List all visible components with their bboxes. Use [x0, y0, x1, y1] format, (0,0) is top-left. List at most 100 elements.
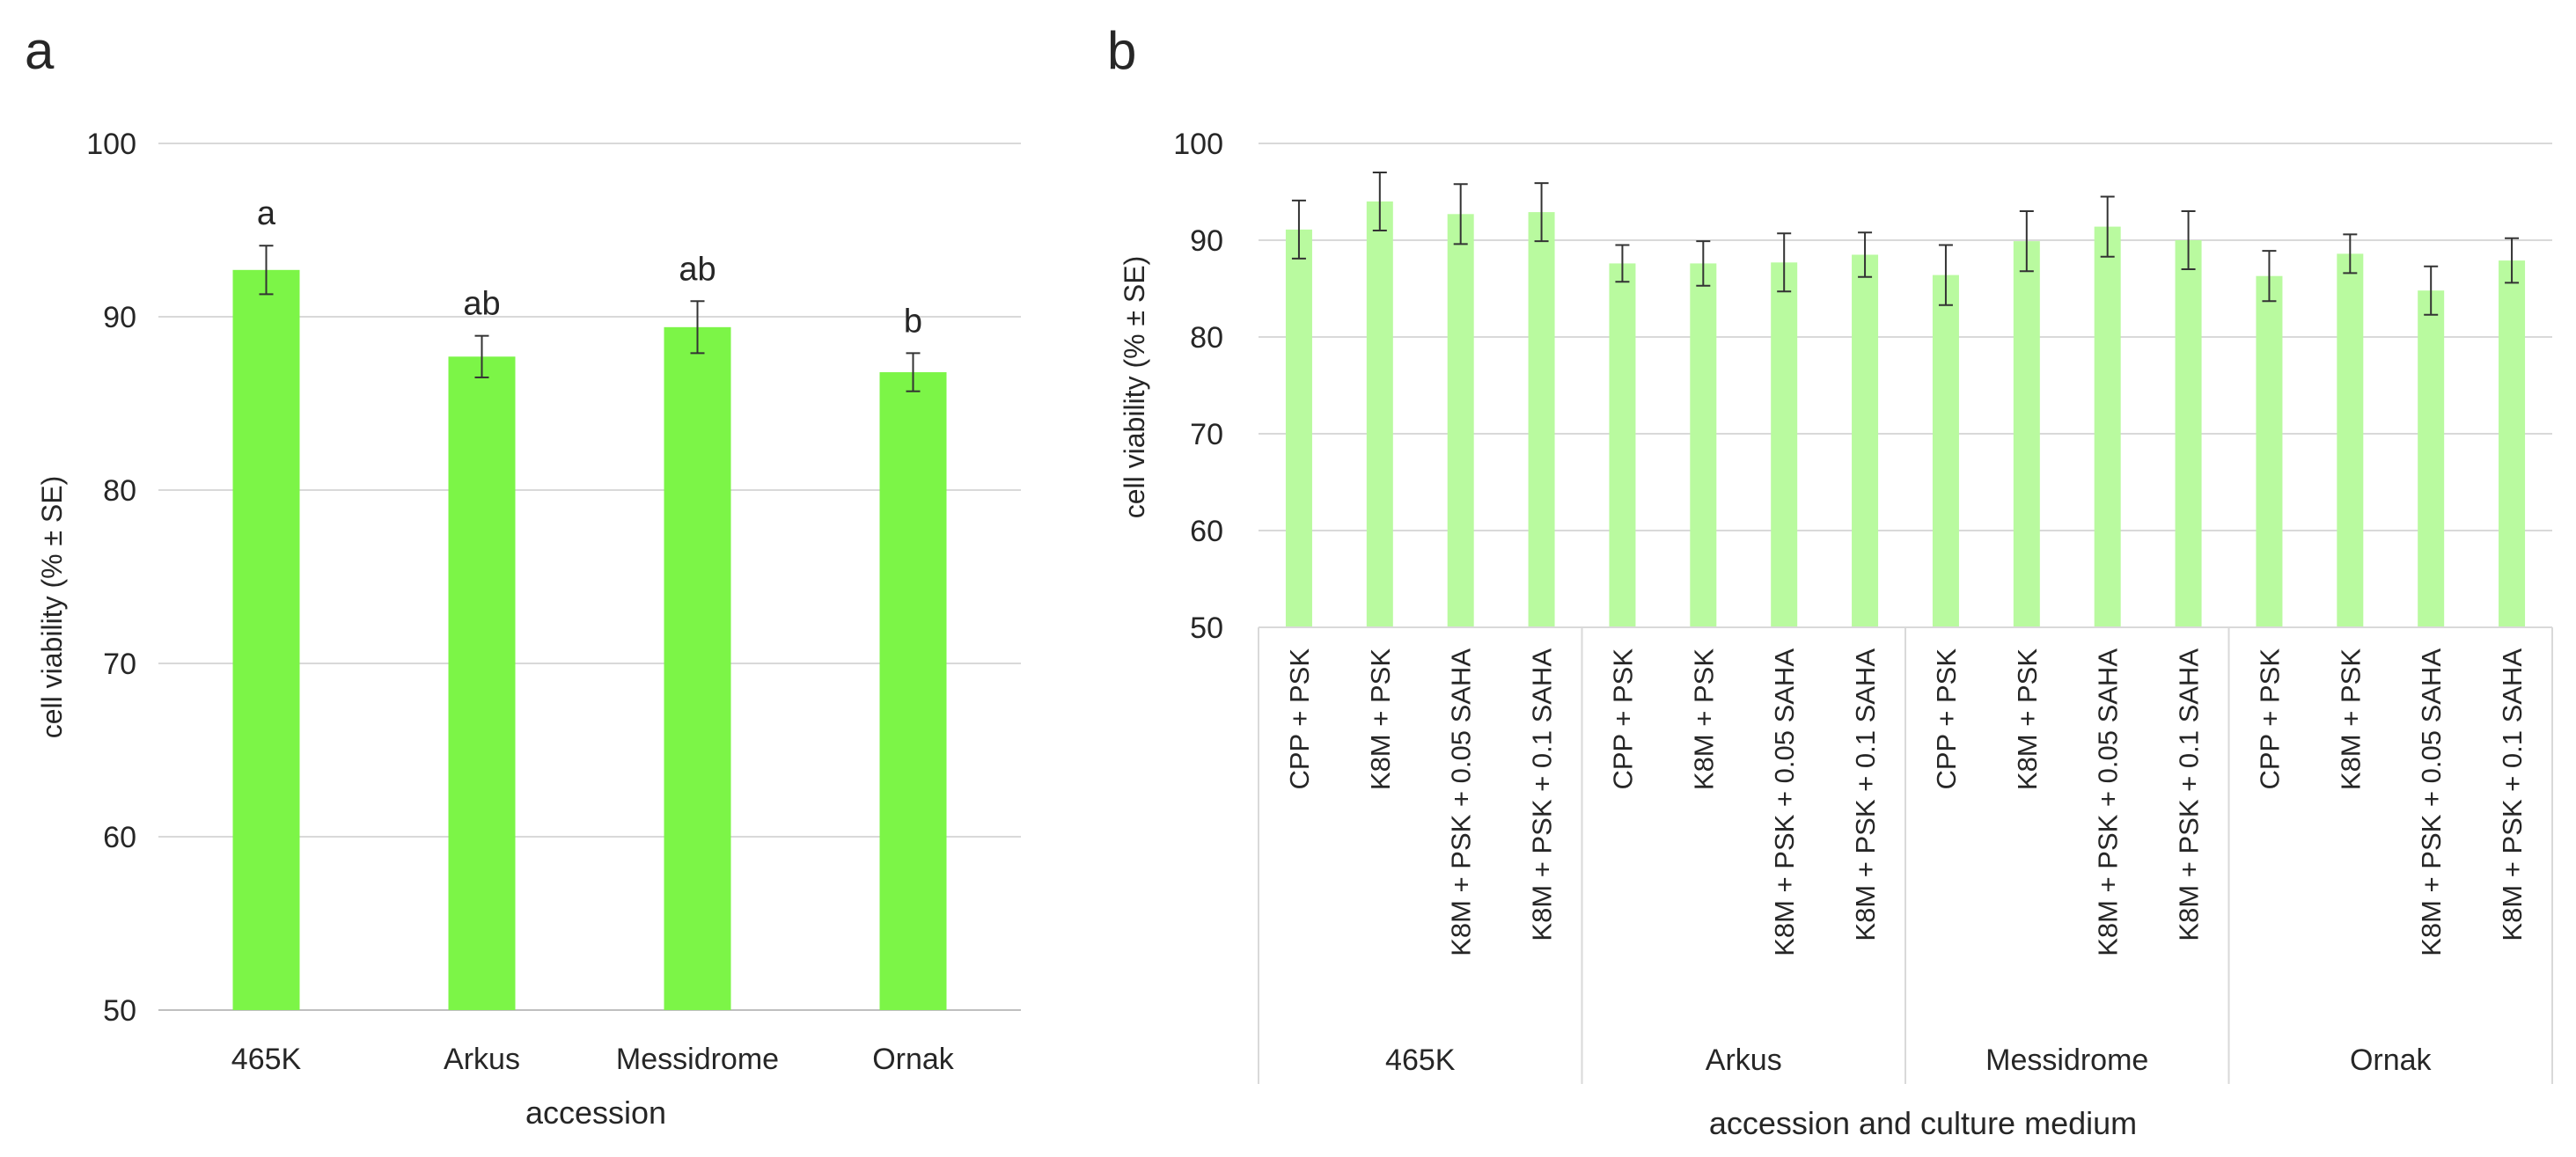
error-bar — [2262, 250, 2277, 303]
y-tick-labels: 50 60 70 80 90 100 — [1173, 128, 1223, 645]
y-tick-label: 60 — [1190, 515, 1223, 548]
bar — [448, 356, 516, 1010]
bar — [2175, 240, 2202, 627]
error-bar — [2100, 195, 2115, 258]
bar — [1528, 212, 1555, 627]
chart-a: 50 60 70 80 90 100 a ab ab b 465K Arkus Messidrome… — [36, 128, 1021, 1131]
error-bar — [1696, 240, 1711, 287]
x-tick-label: 465K — [231, 1043, 302, 1076]
grid-lines — [1259, 143, 2552, 628]
significance-letters: a ab ab b — [257, 195, 922, 340]
y-tick-label: 80 — [103, 474, 136, 508]
bars — [1285, 201, 2526, 628]
x-tick-label: K8M + PSK + 0.05 SAHA — [1769, 648, 1800, 956]
bars — [232, 269, 947, 1010]
x-tick-label: CPP + PSK — [1284, 648, 1315, 790]
group-label: 465K — [1385, 1043, 1456, 1077]
error-bars — [259, 245, 921, 392]
x-tick-label: Arkus — [444, 1043, 520, 1076]
y-tick-label: 60 — [103, 821, 136, 854]
bar — [879, 372, 947, 1010]
x-tick-label: Ornak — [872, 1043, 955, 1076]
x-tick-labels: 465K Arkus Messidrome Ornak — [231, 1043, 955, 1076]
x-tick-label: K8M + PSK + 0.1 SAHA — [2497, 648, 2528, 941]
error-bar — [906, 352, 921, 392]
y-tick-label: 80 — [1190, 321, 1223, 355]
bar — [2094, 226, 2121, 627]
error-bar — [690, 300, 705, 355]
error-bar — [1372, 172, 1387, 231]
error-bar — [474, 334, 489, 378]
y-tick-label: 50 — [103, 994, 136, 1028]
x-tick-label: K8M + PSK — [1688, 648, 1719, 790]
y-tick-label: 90 — [103, 301, 136, 334]
bar — [1609, 263, 1636, 627]
x-tick-label: CPP + PSK — [1931, 648, 1962, 790]
x-axis-label: accession — [525, 1095, 666, 1131]
y-axis-label: cell viability (% ± SE) — [36, 476, 68, 739]
panel-label-b: b — [1107, 21, 1136, 80]
error-bars — [1291, 172, 2520, 316]
category-axis — [1258, 626, 2553, 1084]
significance-letter: b — [904, 303, 922, 340]
bar — [1771, 262, 1798, 627]
y-tick-label: 50 — [1190, 611, 1223, 645]
error-bar — [1534, 182, 1549, 243]
x-tick-label: K8M + PSK — [1365, 648, 1396, 790]
y-tick-label: 100 — [1173, 128, 1223, 161]
bar — [2418, 290, 2445, 627]
error-bar — [1938, 244, 1953, 306]
x-tick-label: K8M + PSK + 0.05 SAHA — [1446, 648, 1477, 956]
x-tick-labels: CPP + PSK K8M + PSK K8M + PSK + 0.05 SAHA K… — [1284, 648, 2528, 956]
error-bar — [2181, 210, 2196, 270]
bar — [1447, 214, 1474, 628]
significance-letter: a — [257, 195, 276, 232]
x-tick-label: Messidrome — [616, 1043, 779, 1076]
x-tick-label: K8M + PSK + 0.1 SAHA — [2174, 648, 2205, 941]
y-tick-label: 70 — [103, 648, 136, 681]
x-tick-label: K8M + PSK + 0.1 SAHA — [1527, 648, 1558, 941]
bar — [1932, 275, 1959, 627]
error-bar — [1291, 199, 1306, 260]
bar — [1690, 263, 1717, 627]
bar — [1366, 201, 1393, 627]
y-tick-labels: 50 60 70 80 90 100 — [86, 128, 136, 1028]
x-axis-label: accession and culture medium — [1709, 1105, 2137, 1141]
error-bar — [1858, 231, 1873, 278]
y-tick-label: 100 — [86, 128, 136, 161]
x-tick-label: K8M + PSK + 0.1 SAHA — [1850, 648, 1881, 941]
bar — [2337, 253, 2364, 627]
y-tick-label: 90 — [1190, 224, 1223, 258]
bar — [664, 326, 731, 1010]
x-tick-label: CPP + PSK — [2254, 648, 2285, 790]
x-tick-label: CPP + PSK — [1607, 648, 1638, 790]
x-tick-label: K8M + PSK — [2335, 648, 2366, 790]
panel-label-a: a — [25, 21, 55, 80]
x-tick-label: K8M + PSK + 0.05 SAHA — [2093, 648, 2124, 956]
error-bar — [2424, 265, 2439, 316]
chart-b: 50 60 70 80 90 100 CPP + PSK K8M + PSK K8M + PS… — [1119, 128, 2553, 1141]
error-bar — [1615, 244, 1630, 283]
x-tick-label: K8M + PSK + 0.05 SAHA — [2416, 648, 2447, 956]
error-bar — [259, 245, 274, 296]
group-label: Messidrome — [1985, 1043, 2148, 1077]
error-bar — [2505, 237, 2520, 284]
y-axis-label: cell viability (% ± SE) — [1119, 256, 1150, 519]
x-tick-label: K8M + PSK — [2012, 648, 2043, 790]
bar — [2256, 275, 2283, 627]
error-bar — [2343, 233, 2358, 275]
bar — [232, 269, 300, 1010]
group-label: Ornak — [2350, 1043, 2433, 1077]
significance-letter: ab — [679, 251, 716, 288]
group-label: Arkus — [1706, 1043, 1782, 1077]
bar — [1285, 229, 1312, 627]
error-bar — [2019, 210, 2034, 273]
y-tick-label: 70 — [1190, 418, 1223, 451]
significance-letter: ab — [463, 286, 500, 323]
bar — [2013, 241, 2040, 627]
error-bar — [1777, 232, 1792, 293]
group-labels: 465K Arkus Messidrome Ornak — [1385, 1043, 2432, 1077]
bar — [2499, 260, 2526, 627]
bar — [1852, 254, 1879, 627]
